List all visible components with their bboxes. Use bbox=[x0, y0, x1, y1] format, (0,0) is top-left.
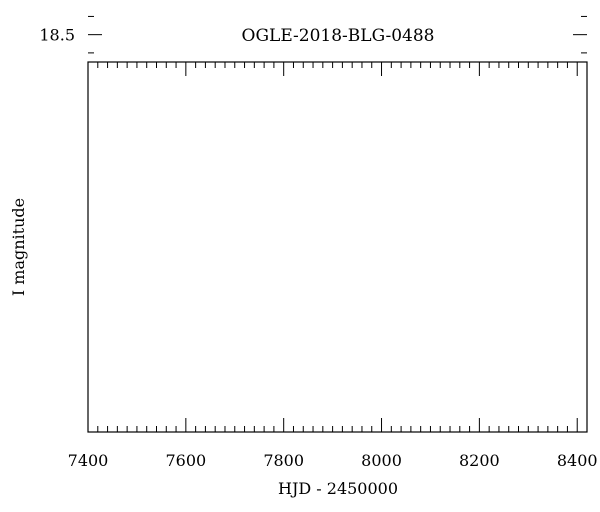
x-tick-label: 7400 bbox=[68, 451, 109, 470]
y-axis: 18.51919.520 bbox=[39, 15, 587, 54]
y-axis-label: I magnitude bbox=[9, 198, 28, 296]
x-axis-label: HJD - 2450000 bbox=[278, 479, 398, 498]
y-tick-label: 18.5 bbox=[39, 26, 75, 45]
plot-frame bbox=[87, 61, 588, 433]
x-tick-label: 8400 bbox=[557, 451, 598, 470]
x-tick-label: 8000 bbox=[361, 451, 402, 470]
x-axis: 7400 7600 7800 8000 8200 8400 bbox=[68, 62, 598, 470]
x-tick-label: 7600 bbox=[165, 451, 206, 470]
x-tick-label: 7800 bbox=[263, 451, 304, 470]
chart-title: OGLE-2018-BLG-0488 bbox=[242, 26, 435, 46]
x-tick-label: 8200 bbox=[459, 451, 500, 470]
